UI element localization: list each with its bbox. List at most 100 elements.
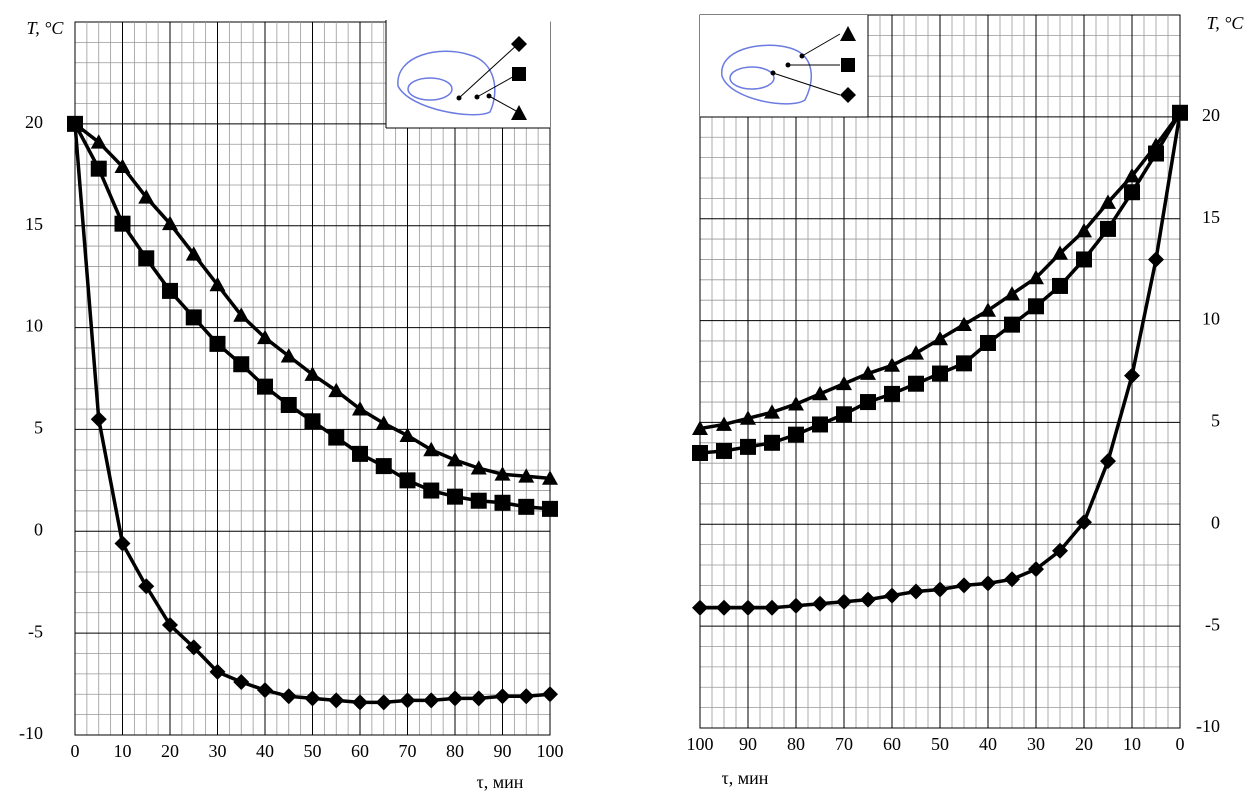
marker	[956, 355, 972, 372]
marker	[280, 688, 297, 705]
marker	[692, 599, 708, 616]
insets	[385, 15, 869, 129]
marker	[162, 215, 178, 231]
marker	[1004, 286, 1020, 301]
marker	[836, 406, 852, 423]
marker	[812, 416, 828, 433]
marker	[328, 692, 345, 709]
marker	[423, 441, 440, 457]
marker	[304, 413, 321, 430]
inset-leader	[458, 43, 519, 99]
marker	[399, 472, 416, 489]
y-tick-label: 20	[1202, 105, 1220, 125]
marker	[1148, 145, 1164, 162]
marker	[542, 500, 558, 517]
marker	[90, 411, 107, 428]
inset-leader	[476, 73, 519, 98]
marker	[788, 426, 804, 443]
marker	[209, 276, 226, 292]
x-tick-label: 100	[687, 734, 714, 754]
marker	[1052, 245, 1068, 260]
marker	[304, 690, 321, 707]
y-axis-label: T, °C	[1207, 13, 1245, 33]
marker	[352, 694, 368, 711]
marker	[932, 581, 948, 598]
inset-outline	[729, 66, 775, 90]
inset-leader	[488, 95, 519, 113]
marker	[716, 442, 732, 459]
marker	[1052, 542, 1068, 559]
x-axis-label: τ, мин	[722, 768, 769, 788]
inset-marker	[511, 105, 527, 120]
x-tick-label: 0	[1176, 734, 1185, 754]
x-tick-label: 20	[161, 741, 179, 761]
marker	[908, 375, 924, 392]
x-tick-label: 100	[537, 741, 564, 761]
marker	[138, 578, 155, 595]
marker	[494, 494, 511, 511]
y-tick-label: -10	[19, 723, 43, 743]
y-tick-label: 15	[25, 214, 43, 234]
y-tick-label: 0	[34, 519, 43, 539]
marker	[1124, 367, 1140, 384]
marker	[1076, 514, 1092, 531]
marker	[740, 438, 756, 455]
marker	[328, 429, 345, 446]
marker	[692, 444, 708, 461]
marker	[209, 663, 226, 680]
marker	[980, 575, 996, 592]
y-tick-label: 5	[1211, 411, 1220, 431]
y-tick-label: 20	[25, 112, 43, 132]
marker	[788, 396, 804, 411]
marker	[67, 115, 83, 132]
x-tick-label: 30	[209, 741, 227, 761]
marker	[1028, 298, 1044, 315]
inset-box	[700, 15, 868, 117]
marker	[1124, 184, 1140, 201]
marker	[518, 498, 535, 515]
inset-marker	[840, 87, 856, 103]
x-tick-label: 10	[1123, 734, 1141, 754]
marker	[185, 639, 202, 656]
inset-leader	[772, 72, 841, 96]
x-tick-label: 70	[835, 734, 853, 754]
x-tick-label: 60	[883, 734, 901, 754]
marker	[932, 330, 948, 346]
marker	[1100, 453, 1116, 470]
marker	[812, 385, 828, 401]
x-tick-label: 10	[114, 741, 132, 761]
x-tick-label: 90	[739, 734, 757, 754]
marker	[423, 692, 440, 709]
marker	[836, 375, 852, 391]
marker	[884, 385, 900, 402]
y-tick-label: -10	[1196, 716, 1220, 736]
marker	[836, 593, 852, 610]
inset-marker	[511, 36, 527, 52]
marker	[114, 158, 131, 174]
marker	[90, 134, 107, 149]
inset-outline	[721, 44, 812, 105]
marker	[908, 345, 924, 360]
marker	[352, 445, 368, 462]
marker	[740, 599, 756, 616]
marker	[138, 189, 155, 204]
marker	[1076, 222, 1092, 238]
x-tick-label: 80	[446, 741, 464, 761]
marker	[304, 366, 321, 381]
inset-marker	[512, 67, 526, 81]
marker	[470, 690, 487, 707]
marker	[1028, 269, 1044, 285]
marker	[494, 688, 511, 705]
y-tick-label: -5	[1205, 614, 1220, 634]
x-tick-label: 50	[931, 734, 949, 754]
x-tick-label: 20	[1075, 734, 1093, 754]
y-tick-label: 10	[25, 316, 43, 336]
marker	[257, 378, 273, 395]
marker	[1148, 251, 1164, 268]
y-tick-label: -5	[28, 621, 43, 641]
marker	[233, 674, 250, 691]
y-axis-label: T, °C	[27, 18, 65, 38]
marker	[764, 404, 780, 419]
marker	[764, 434, 780, 451]
